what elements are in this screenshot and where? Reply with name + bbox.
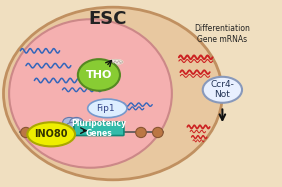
Ellipse shape <box>9 19 172 168</box>
Text: Fip1: Fip1 <box>97 104 115 113</box>
Ellipse shape <box>21 127 31 138</box>
Ellipse shape <box>3 7 222 180</box>
Ellipse shape <box>88 99 127 118</box>
Text: INO80: INO80 <box>34 129 68 139</box>
Ellipse shape <box>153 127 163 138</box>
Ellipse shape <box>136 127 146 138</box>
FancyBboxPatch shape <box>74 122 124 136</box>
Text: ESC: ESC <box>88 10 127 28</box>
Text: Ccr4-
Not: Ccr4- Not <box>210 80 234 99</box>
Text: THO: THO <box>86 70 112 80</box>
Ellipse shape <box>65 122 79 132</box>
Ellipse shape <box>27 122 75 146</box>
Ellipse shape <box>203 77 242 103</box>
Ellipse shape <box>78 59 120 91</box>
Polygon shape <box>109 60 123 64</box>
Text: Differentiation
Gene mRNAs: Differentiation Gene mRNAs <box>195 24 250 44</box>
Ellipse shape <box>63 117 76 127</box>
Ellipse shape <box>70 117 83 127</box>
Ellipse shape <box>35 127 45 138</box>
Text: Pluripotency
Genes: Pluripotency Genes <box>71 119 126 138</box>
